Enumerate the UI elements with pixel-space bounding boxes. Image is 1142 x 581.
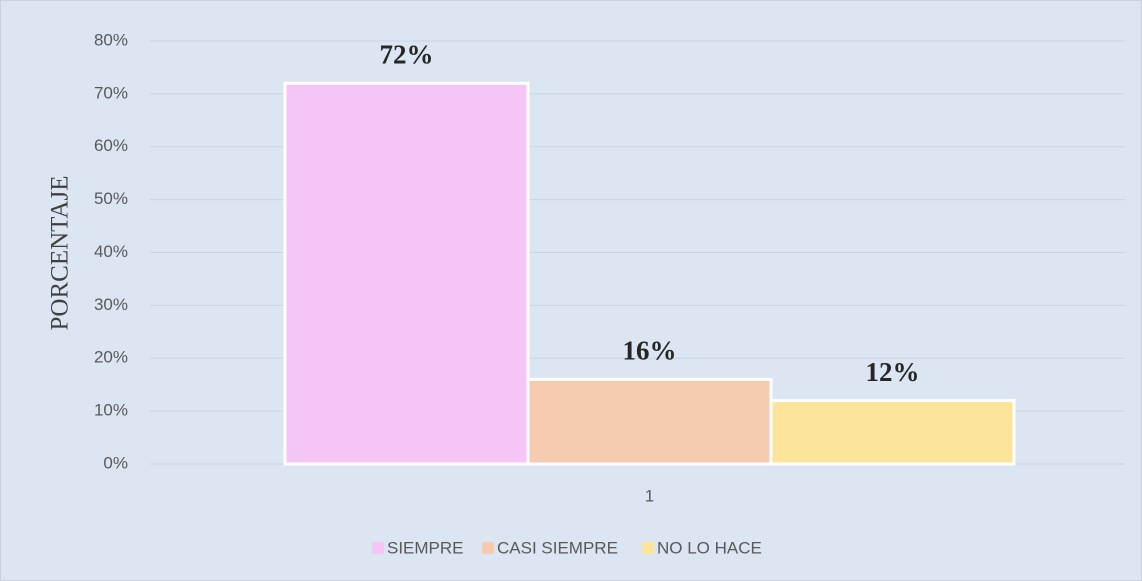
legend-label: CASI SIEMPRE: [497, 538, 618, 557]
y-tick-label: 60%: [94, 136, 128, 155]
y-tick-label: 20%: [94, 348, 128, 367]
x-tick-label: 1: [645, 486, 654, 505]
legend-swatch: [642, 542, 654, 554]
data-label: 72%: [380, 40, 434, 70]
y-tick-label: 0%: [103, 453, 128, 472]
y-tick-label: 40%: [94, 242, 128, 261]
y-axis-label: PORCENTAJE: [47, 176, 74, 331]
y-tick-label: 30%: [94, 295, 128, 314]
legend-swatch: [372, 542, 384, 554]
legend-label: SIEMPRE: [387, 538, 464, 557]
bar: [283, 81, 530, 466]
bar: [526, 377, 773, 466]
bar: [769, 399, 1016, 466]
legend-label: NO LO HACE: [657, 538, 762, 557]
legend-swatch: [482, 542, 494, 554]
y-tick-label: 50%: [94, 189, 128, 208]
data-label: 16%: [623, 336, 677, 366]
y-tick-label: 70%: [94, 83, 128, 102]
y-tick-label: 80%: [94, 30, 128, 49]
data-label: 12%: [866, 357, 920, 387]
y-tick-label: 10%: [94, 401, 128, 420]
